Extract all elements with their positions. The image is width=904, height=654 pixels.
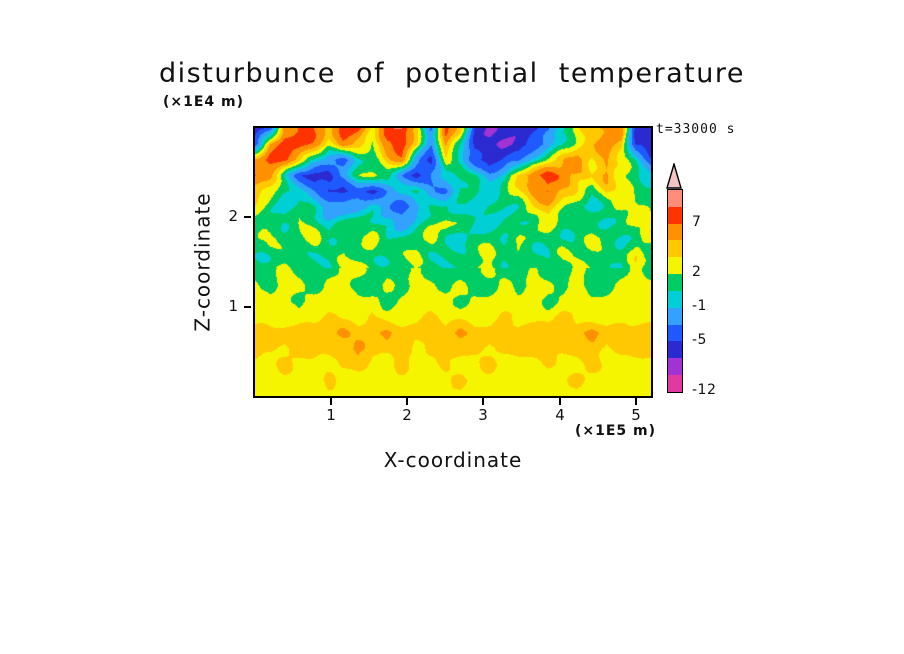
colorbar-segment [668,206,682,224]
x-tick-label: 2 [402,406,412,424]
colorbar-segment [668,341,682,359]
y-tick-mark [244,306,251,308]
colorbar-segment [668,290,682,308]
colorbar-segment [668,190,682,207]
x-axis-label: X-coordinate [383,448,523,472]
colorbar-label: 2 [692,264,702,281]
y-tick-label: 1 [228,297,238,315]
x-tick-label: 4 [555,406,565,424]
x-tick-mark [635,398,637,405]
x-tick-mark [482,398,484,405]
colorbar-label: -12 [692,382,717,398]
y-axis-label: Z-coordinate [190,126,216,398]
y-axis-units: (×1E4 m) [163,94,245,110]
x-tick-mark [406,398,408,405]
colorbar-arrow-icon [666,163,682,189]
time-label: t=33000 s [656,122,736,137]
contour-field [255,128,651,396]
colorbar-segment [668,358,682,376]
x-tick-label: 3 [478,406,488,424]
colorbar-segment [668,307,682,325]
x-axis-units: (×1E5 m) [574,423,656,439]
colorbar-label: 7 [692,213,702,230]
x-tick-mark [559,398,561,405]
colorbar-segment [668,257,682,275]
x-tick-label: 1 [326,406,336,424]
y-tick-label: 2 [228,207,238,225]
colorbar-segment [668,274,682,291]
colorbar-label: -1 [692,297,707,314]
colorbar-segment [668,223,682,241]
y-tick-mark [244,216,251,218]
colorbar [667,189,683,393]
colorbar-segment [668,375,682,392]
colorbar-segment [668,240,682,258]
x-tick-label: 5 [631,406,641,424]
colorbar-segment [668,324,682,342]
chart-title: disturbunce of potential temperature [159,58,745,89]
x-tick-mark [330,398,332,405]
colorbar-label: -5 [692,331,707,348]
plot-area [253,126,653,398]
